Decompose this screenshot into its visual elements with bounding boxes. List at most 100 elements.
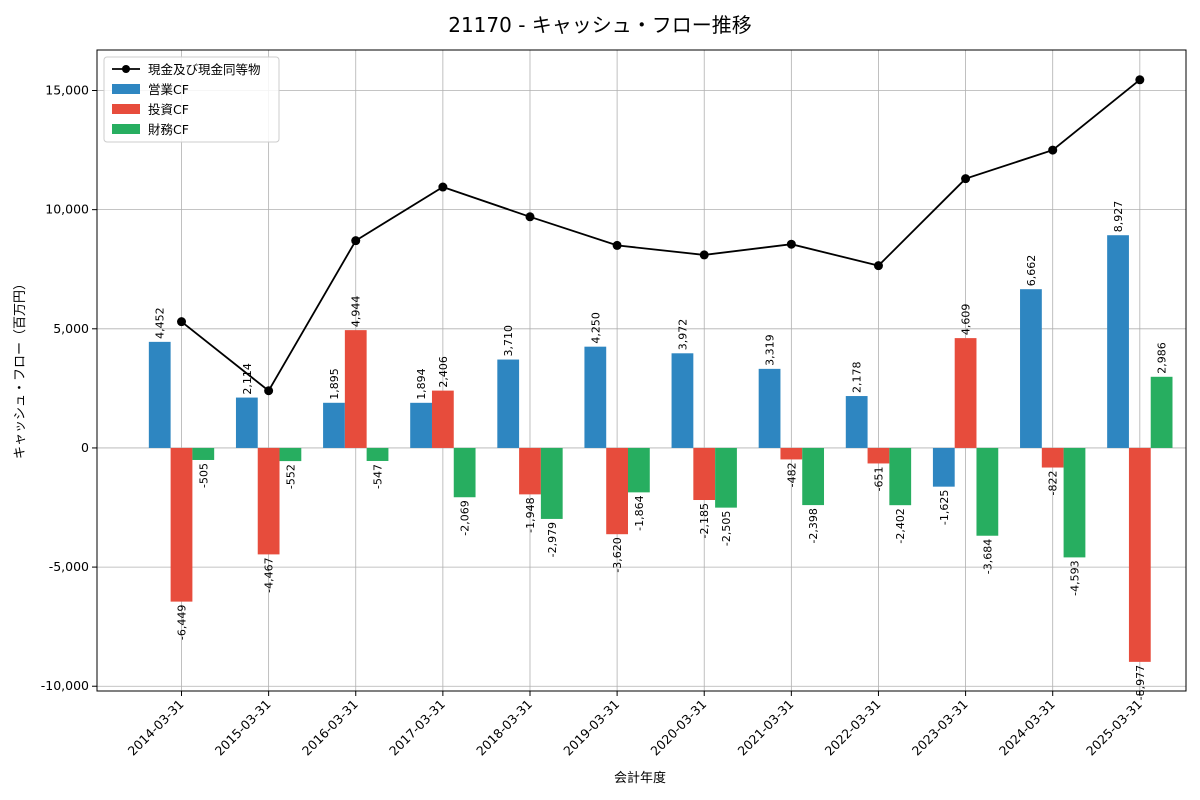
bar-value-label: 8,927 [1112,201,1125,233]
bar-value-label: 6,662 [1025,255,1038,287]
cash-point [1048,145,1058,155]
bar-value-label: -8,977 [1134,665,1147,700]
bar-operating [235,397,258,448]
bar-value-label: 4,452 [154,307,167,339]
data-labels: 4,452 2,114 1,895 1,894 3,710 4,250 3,972 3,319… [154,201,1169,701]
bar-value-label: 1,895 [328,368,341,400]
x-tick-label: 2021-03-31 [734,697,796,759]
bars [148,235,1173,662]
x-tick-label: 2022-03-31 [822,697,884,759]
bar-financing [1150,376,1173,448]
bar-investing [954,338,977,448]
bar-financing [1063,447,1086,558]
bar-financing [540,447,563,519]
bar-value-label: 2,406 [437,356,450,388]
bar-operating [758,368,781,448]
bar-value-label: 2,986 [1156,342,1169,374]
bar-value-label: 4,609 [960,304,973,336]
bar-value-label: -2,505 [720,511,733,546]
bar-value-label: -822 [1047,471,1060,496]
bar-value-label: 4,250 [589,312,602,344]
legend-label: 財務CF [148,122,189,137]
bar-value-label: 3,972 [676,319,689,351]
bar-value-label: -4,467 [263,557,276,592]
legend-box [103,56,280,143]
x-tick-label: 2020-03-31 [647,697,709,759]
cash-line [177,75,1145,396]
bar-value-label: 3,319 [764,334,777,366]
y-axis-label: キャッシュ・フロー（百万円） [13,277,28,459]
bar-value-label: -1,625 [938,490,951,525]
bar-value-label: -2,398 [807,508,820,543]
bar-value-label: -2,069 [459,500,472,535]
bar-value-label: -482 [785,462,798,487]
bar-operating [845,396,868,448]
bar-value-label: -4,593 [1068,560,1081,595]
x-tick-label: 2016-03-31 [299,697,361,759]
bar-value-label: 1,894 [415,368,428,400]
legend-label: 営業CF [148,82,189,97]
cash-point [786,239,796,249]
y-tick-label: 5,000 [53,321,89,336]
y-tick-label: -5,000 [49,559,89,574]
y-tick-label: 15,000 [45,83,89,98]
bar-investing [257,447,280,555]
bar-value-label: -552 [284,464,297,489]
bar-value-label: -2,402 [894,508,907,543]
bar-financing [715,447,737,508]
legend-bar-swatch [112,84,140,94]
chart-title: 21170 - キャッシュ・フロー推移 [448,13,752,37]
y-tick-label: 0 [81,440,89,455]
bar-operating [148,341,171,448]
bar-value-label: -6,449 [176,605,189,640]
bar-investing [170,447,193,602]
bar-value-label: -651 [872,466,885,491]
bar-operating [932,447,955,487]
bar-investing [693,447,716,501]
axes: -10,000 -5,000 0 5,000 10,000 15,000 2014-03-3… [41,49,1187,759]
x-tick-label: 2025-03-31 [1083,697,1145,759]
bar-investing [867,447,890,464]
bar-operating [410,402,432,448]
cash-point [264,386,274,396]
bar-value-label: -1,948 [524,497,537,532]
bar-investing [1128,447,1151,662]
bar-value-label: 2,114 [241,363,254,395]
bar-financing [802,447,825,506]
cash-point [525,212,535,222]
x-axis-label: 会計年度 [614,770,666,786]
bar-investing [780,447,803,460]
bar-value-label: -1,864 [633,495,646,530]
bar-value-label: -3,684 [981,539,994,574]
bar-operating [671,353,694,448]
x-tick-label: 2024-03-31 [996,697,1058,759]
cash-point [1135,75,1145,85]
bar-financing [889,447,912,506]
legend-bar-swatch [112,104,140,114]
bar-financing [453,447,476,498]
cash-line-path [180,79,1141,393]
bar-financing [976,447,999,536]
bar-value-label: -547 [372,464,385,489]
bar-investing [1041,447,1064,468]
bar-value-label: 4,944 [350,296,363,328]
bar-investing [344,330,367,448]
bar-financing [366,447,389,461]
bar-value-label: -2,185 [698,503,711,538]
cash-point [699,250,709,260]
x-tick-label: 2023-03-31 [909,697,971,759]
bar-financing [279,447,302,462]
cash-point [177,317,187,327]
bar-value-label: -505 [197,463,210,488]
legend-bar-swatch [112,124,140,134]
x-tick-label: 2018-03-31 [473,697,535,759]
bar-investing [431,390,454,448]
bar-operating [1020,289,1042,448]
bar-value-label: 3,710 [502,325,515,357]
cash-point [612,240,622,250]
x-tick-label: 2015-03-31 [212,697,274,759]
legend-line-marker [122,65,130,73]
y-tick-label: 10,000 [45,202,89,217]
